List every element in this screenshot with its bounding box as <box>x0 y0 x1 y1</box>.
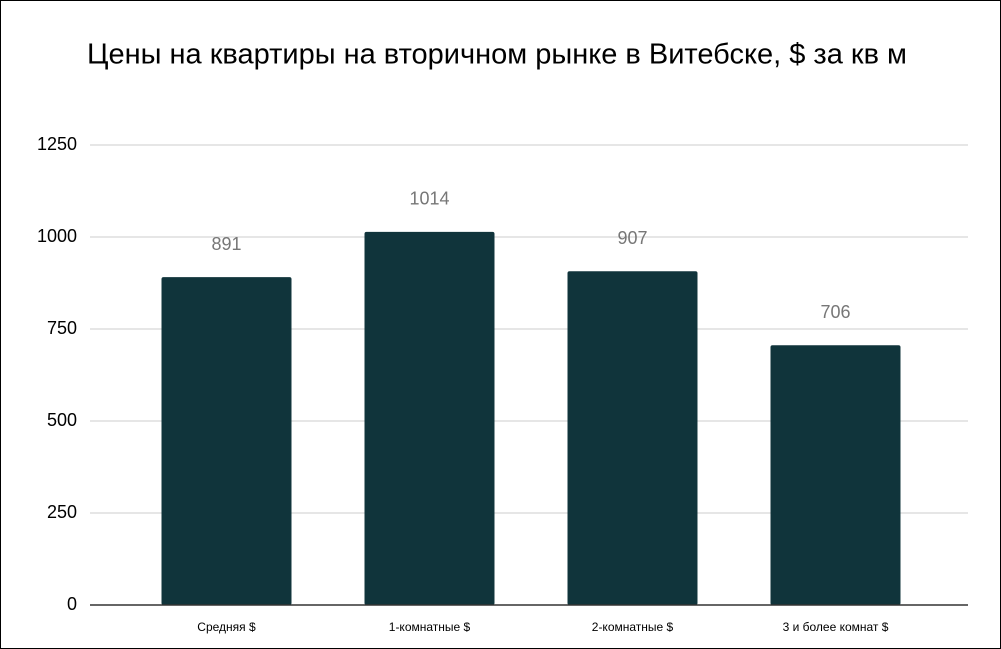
y-tick-label: 500 <box>47 410 77 430</box>
bar <box>161 277 292 605</box>
x-tick-label: Средняя $ <box>197 620 256 634</box>
y-tick-label: 1250 <box>37 134 77 154</box>
data-label: 706 <box>820 302 850 322</box>
chart-title: Цены на квартиры на вторичном рынке в Ви… <box>87 39 907 71</box>
x-tick-label: 2-комнатные $ <box>592 620 674 634</box>
y-tick-label: 0 <box>67 594 77 614</box>
y-tick-label: 250 <box>47 502 77 522</box>
bar <box>770 345 901 605</box>
bar <box>567 271 698 605</box>
data-label: 907 <box>617 228 647 248</box>
data-label: 891 <box>211 234 241 254</box>
bar <box>364 231 495 605</box>
data-label: 1014 <box>409 189 449 209</box>
x-tick-label: 1-комнатные $ <box>389 620 471 634</box>
y-tick-label: 1000 <box>37 226 77 246</box>
x-tick-label: 3 и более комнат $ <box>783 620 889 634</box>
y-tick-label: 750 <box>47 318 77 338</box>
